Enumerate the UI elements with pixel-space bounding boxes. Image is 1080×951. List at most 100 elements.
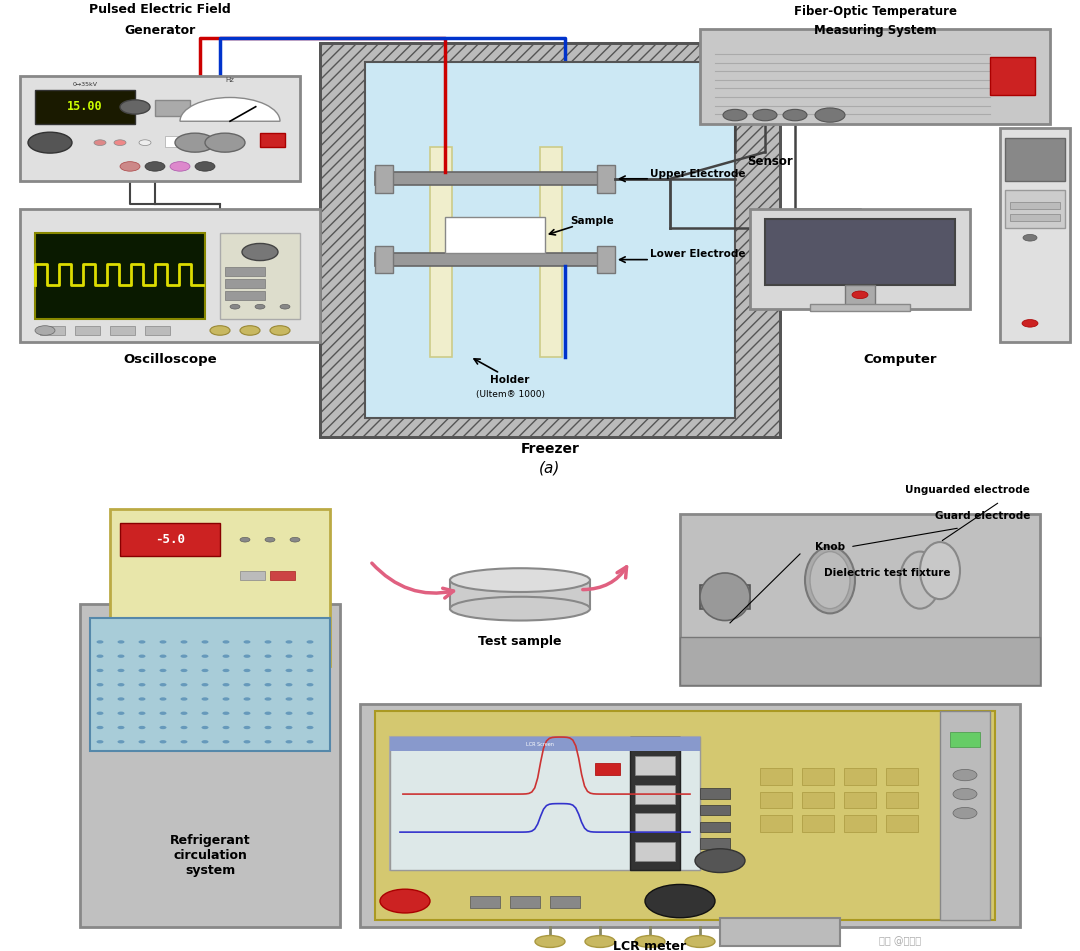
Circle shape: [138, 726, 146, 729]
Circle shape: [783, 109, 807, 121]
Circle shape: [243, 726, 251, 729]
Bar: [630, 737, 680, 870]
Circle shape: [307, 640, 313, 644]
Circle shape: [118, 654, 124, 658]
Circle shape: [243, 711, 251, 715]
Circle shape: [202, 640, 208, 644]
Circle shape: [180, 726, 188, 729]
Bar: [365, 62, 735, 418]
Circle shape: [118, 711, 124, 715]
Circle shape: [285, 669, 293, 672]
Circle shape: [96, 711, 104, 715]
Text: Fiber-Optic Temperature: Fiber-Optic Temperature: [794, 6, 957, 18]
Circle shape: [285, 640, 293, 644]
Bar: [750, 209, 970, 309]
Text: Measuring System: Measuring System: [813, 25, 936, 37]
Circle shape: [118, 640, 124, 644]
Ellipse shape: [900, 552, 940, 609]
Circle shape: [243, 654, 251, 658]
Bar: [360, 704, 1020, 927]
Circle shape: [138, 640, 146, 644]
Circle shape: [120, 162, 140, 171]
Bar: [240, 571, 265, 580]
Circle shape: [243, 697, 251, 701]
Bar: [597, 165, 615, 192]
Circle shape: [118, 697, 124, 701]
Circle shape: [118, 726, 124, 729]
Circle shape: [120, 100, 150, 114]
Circle shape: [94, 140, 106, 146]
Circle shape: [96, 740, 104, 744]
Circle shape: [202, 740, 208, 744]
Bar: [680, 514, 1040, 685]
Circle shape: [723, 109, 747, 121]
Bar: [260, 133, 285, 147]
Bar: [110, 325, 135, 336]
Bar: [375, 711, 995, 921]
Text: Dielectric test fixture: Dielectric test fixture: [824, 568, 950, 578]
Bar: [700, 839, 730, 848]
Circle shape: [307, 711, 313, 715]
Bar: [75, 325, 100, 336]
Bar: [845, 285, 875, 309]
Bar: [165, 135, 180, 147]
Bar: [40, 325, 65, 336]
Bar: [1005, 190, 1065, 228]
Circle shape: [307, 669, 313, 672]
Circle shape: [205, 133, 245, 152]
Circle shape: [202, 683, 208, 687]
Circle shape: [1023, 235, 1037, 242]
Circle shape: [180, 669, 188, 672]
Circle shape: [243, 640, 251, 644]
Bar: [760, 816, 792, 832]
Circle shape: [138, 683, 146, 687]
Circle shape: [195, 162, 215, 171]
Circle shape: [265, 697, 271, 701]
Ellipse shape: [805, 547, 855, 613]
Circle shape: [265, 669, 271, 672]
Bar: [680, 637, 1040, 685]
Bar: [145, 325, 170, 336]
Text: 知乎 @守望者: 知乎 @守望者: [879, 937, 921, 946]
Circle shape: [160, 640, 166, 644]
Bar: [635, 785, 675, 804]
Circle shape: [222, 640, 229, 644]
Text: Test sample: Test sample: [478, 635, 562, 649]
Circle shape: [118, 740, 124, 744]
Circle shape: [380, 889, 430, 913]
Bar: [35, 233, 205, 319]
Bar: [225, 280, 265, 287]
Bar: [635, 756, 675, 775]
Circle shape: [175, 133, 215, 152]
Circle shape: [138, 711, 146, 715]
Bar: [1010, 203, 1059, 209]
Circle shape: [138, 740, 146, 744]
Text: Pulsed Electric Field: Pulsed Electric Field: [90, 3, 231, 16]
Text: Refrigerant
circulation
system: Refrigerant circulation system: [170, 834, 251, 878]
Text: Guard electrode: Guard electrode: [934, 511, 1030, 521]
Ellipse shape: [635, 936, 665, 947]
Ellipse shape: [535, 936, 565, 947]
Circle shape: [285, 697, 293, 701]
Bar: [21, 209, 320, 342]
Text: Lower Electrode: Lower Electrode: [650, 249, 745, 260]
Circle shape: [307, 683, 313, 687]
Circle shape: [170, 162, 190, 171]
Bar: [802, 768, 834, 785]
Bar: [375, 253, 615, 266]
Circle shape: [160, 654, 166, 658]
Circle shape: [240, 537, 249, 542]
Bar: [21, 76, 300, 181]
Text: LCR Screen: LCR Screen: [526, 742, 554, 747]
Circle shape: [222, 740, 229, 744]
Circle shape: [160, 697, 166, 701]
Bar: [450, 580, 590, 609]
Circle shape: [222, 669, 229, 672]
Ellipse shape: [700, 573, 750, 620]
Bar: [550, 896, 580, 908]
Text: Freezer: Freezer: [521, 442, 580, 456]
Bar: [390, 737, 700, 870]
Text: Generator: Generator: [124, 25, 195, 37]
Circle shape: [953, 807, 977, 819]
Text: LCR meter: LCR meter: [613, 940, 687, 951]
